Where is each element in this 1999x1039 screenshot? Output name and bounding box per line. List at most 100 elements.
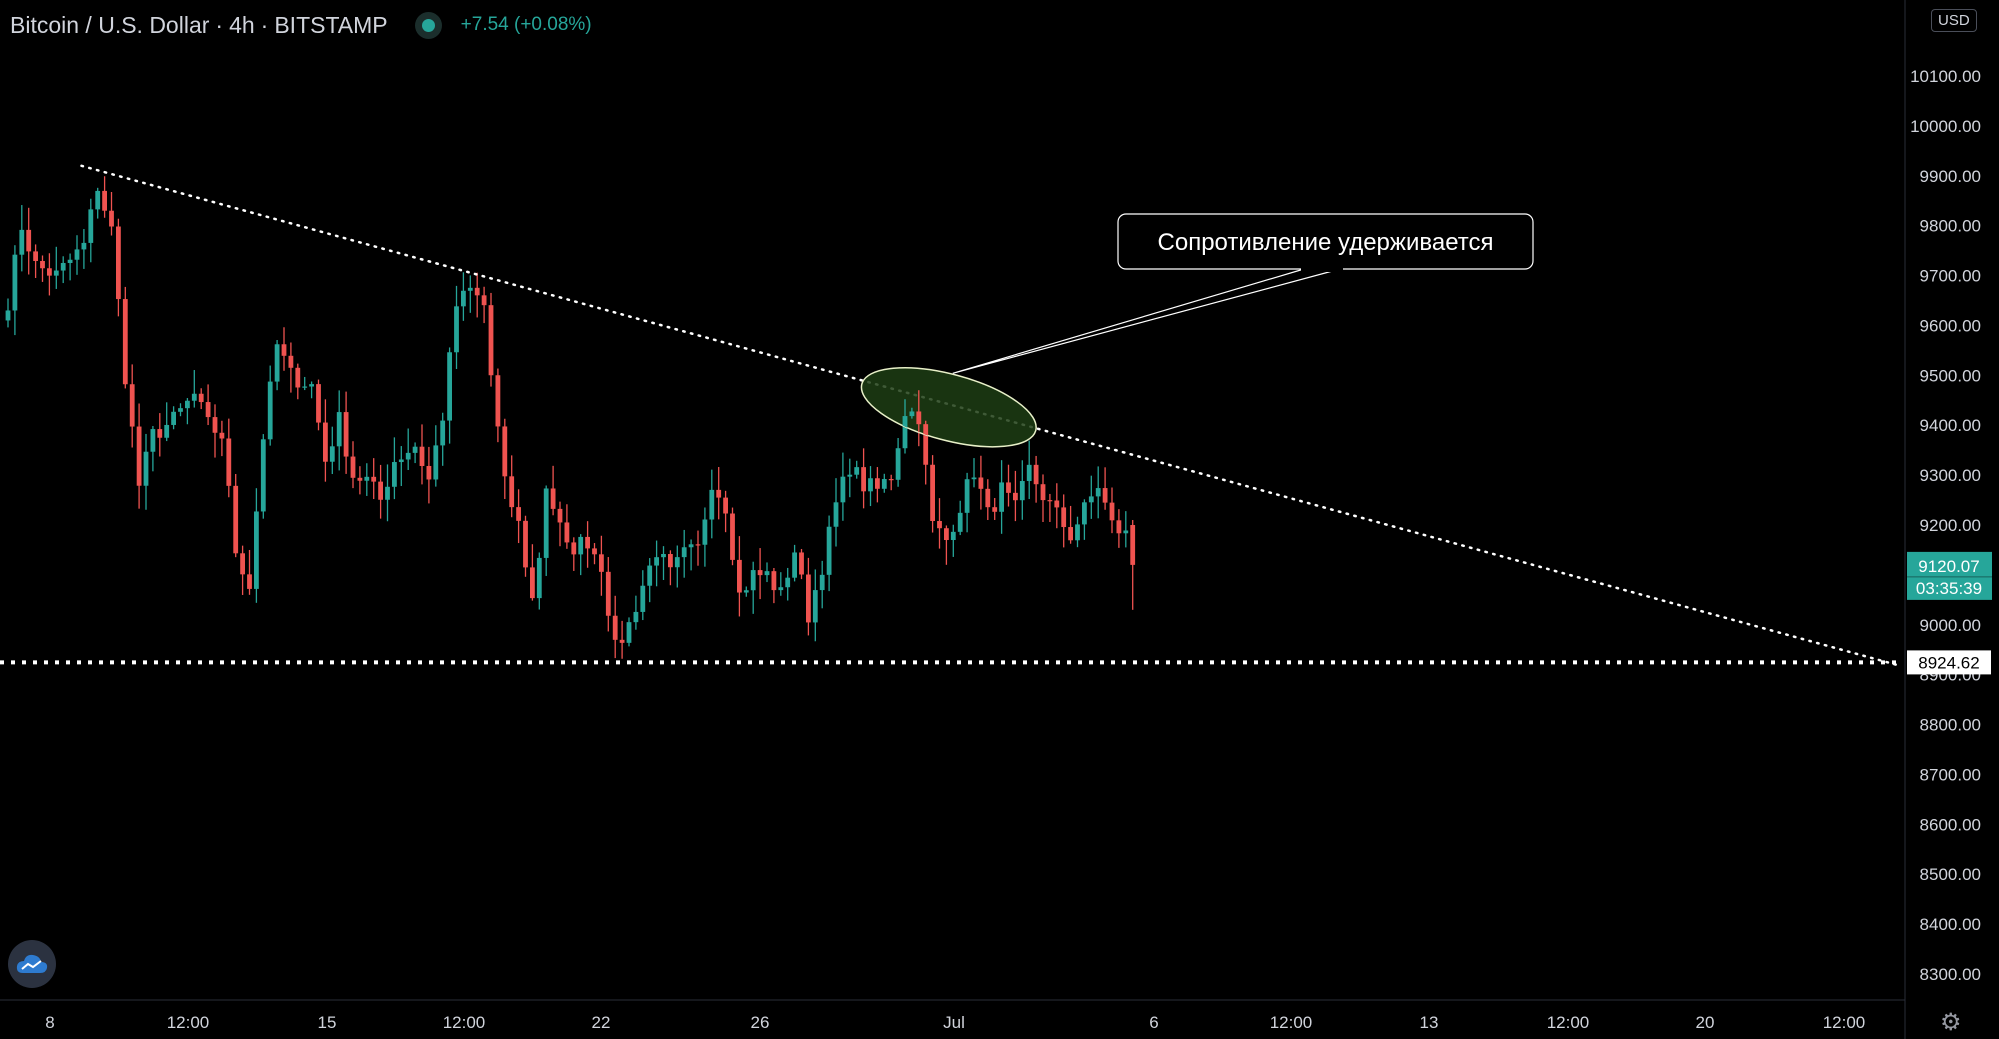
- candle: [309, 381, 314, 399]
- candle: [826, 515, 832, 592]
- candle: [888, 474, 894, 491]
- price-tick-label: 10100.00: [1910, 67, 1981, 86]
- price-tick-label: 8300.00: [1920, 965, 1981, 984]
- gear-icon[interactable]: ⚙: [1940, 1009, 1962, 1036]
- tradingview-cloud-icon[interactable]: [8, 940, 56, 988]
- price-tick-label: 10000.00: [1910, 117, 1981, 136]
- candle: [647, 558, 653, 603]
- candle: [426, 446, 432, 504]
- candle: [523, 515, 528, 577]
- candle: [654, 540, 659, 587]
- currency-button[interactable]: USD: [1931, 9, 1977, 32]
- candle: [288, 342, 294, 393]
- candle: [1047, 493, 1053, 522]
- descending-trendline[interactable]: [80, 164, 1899, 667]
- price-tick-label: 8600.00: [1920, 815, 1981, 834]
- candle: [668, 550, 673, 586]
- separator: ·: [215, 11, 224, 38]
- candle: [267, 365, 273, 446]
- candle: [47, 253, 52, 296]
- candle: [1006, 464, 1011, 507]
- candle: [840, 452, 846, 521]
- price-tick-label: 9000.00: [1920, 616, 1981, 635]
- candle: [785, 567, 791, 601]
- candle: [122, 286, 128, 389]
- candle: [1054, 483, 1060, 529]
- candle: [806, 557, 811, 636]
- candle: [467, 275, 473, 313]
- candle: [1013, 470, 1018, 522]
- candle: [336, 390, 342, 471]
- candle: [102, 176, 107, 218]
- candle: [964, 472, 970, 533]
- symbol-header: Bitcoin / U.S. Dollar · 4h · BITSTAMP +7…: [10, 10, 592, 40]
- candle: [226, 418, 232, 498]
- candle: [674, 545, 680, 588]
- interval-label[interactable]: 4h: [229, 11, 255, 38]
- candle: [1061, 494, 1067, 548]
- candle: [944, 525, 949, 565]
- candle-countdown-label: 03:35:39: [1916, 579, 1982, 598]
- candle: [612, 595, 618, 659]
- candle: [474, 272, 480, 318]
- time-tick-label: 12:00: [1270, 1013, 1313, 1032]
- candle: [198, 388, 204, 410]
- price-tick-label: 9400.00: [1920, 416, 1981, 435]
- candle: [164, 402, 170, 442]
- candle: [191, 370, 197, 408]
- support-price-label: 8924.62: [1918, 653, 1979, 672]
- candle: [378, 464, 383, 519]
- candle: [599, 535, 604, 596]
- candle: [74, 235, 80, 275]
- candle: [557, 501, 563, 547]
- candle: [233, 474, 239, 558]
- candle: [757, 548, 763, 600]
- candle: [999, 460, 1004, 534]
- resistance-highlight-ellipse[interactable]: [853, 352, 1044, 462]
- price-tick-label: 9900.00: [1920, 167, 1981, 186]
- candle: [454, 285, 459, 370]
- price-tick-label: 9600.00: [1920, 316, 1981, 335]
- candle: [716, 467, 722, 520]
- time-axis[interactable]: 8 12:00 15 12:00 22 26 Jul 6 12:00 13 12:00 20 12:00: [0, 999, 1905, 1032]
- support-price-badge: [1907, 650, 1991, 675]
- candle: [481, 286, 487, 324]
- candle: [530, 544, 535, 601]
- candle: [316, 379, 321, 431]
- candle: [1109, 487, 1115, 534]
- candle: [185, 398, 190, 425]
- candle: [564, 504, 570, 549]
- candle: [847, 458, 853, 498]
- candle: [709, 469, 715, 539]
- annotation-callout[interactable]: Сопротивление удерживается: [952, 213, 1534, 374]
- candle: [405, 428, 411, 471]
- candle: [143, 433, 149, 510]
- candle: [764, 562, 770, 583]
- candle: [778, 572, 784, 596]
- candle: [109, 191, 114, 236]
- candle: [157, 413, 163, 457]
- candle: [619, 620, 625, 659]
- candle: [40, 255, 45, 282]
- price-tick-label: 9200.00: [1920, 516, 1981, 535]
- price-tick-label: 9700.00: [1920, 267, 1981, 286]
- separator: ·: [260, 11, 269, 38]
- candle: [212, 404, 218, 458]
- price-tick-label: 8800.00: [1920, 716, 1981, 735]
- candle: [1026, 440, 1032, 500]
- candle: [1116, 509, 1122, 548]
- candle: [640, 570, 646, 621]
- candle: [1082, 499, 1087, 540]
- price-tick-label: 9500.00: [1920, 366, 1981, 385]
- candle: [357, 466, 363, 495]
- candle: [329, 426, 335, 475]
- time-tick-label: 6: [1149, 1013, 1158, 1032]
- candle: [67, 253, 73, 281]
- symbol-name[interactable]: Bitcoin / U.S. Dollar: [10, 11, 210, 38]
- candle: [295, 363, 301, 400]
- last-price-badge: [1907, 551, 1992, 600]
- candle: [1088, 475, 1094, 519]
